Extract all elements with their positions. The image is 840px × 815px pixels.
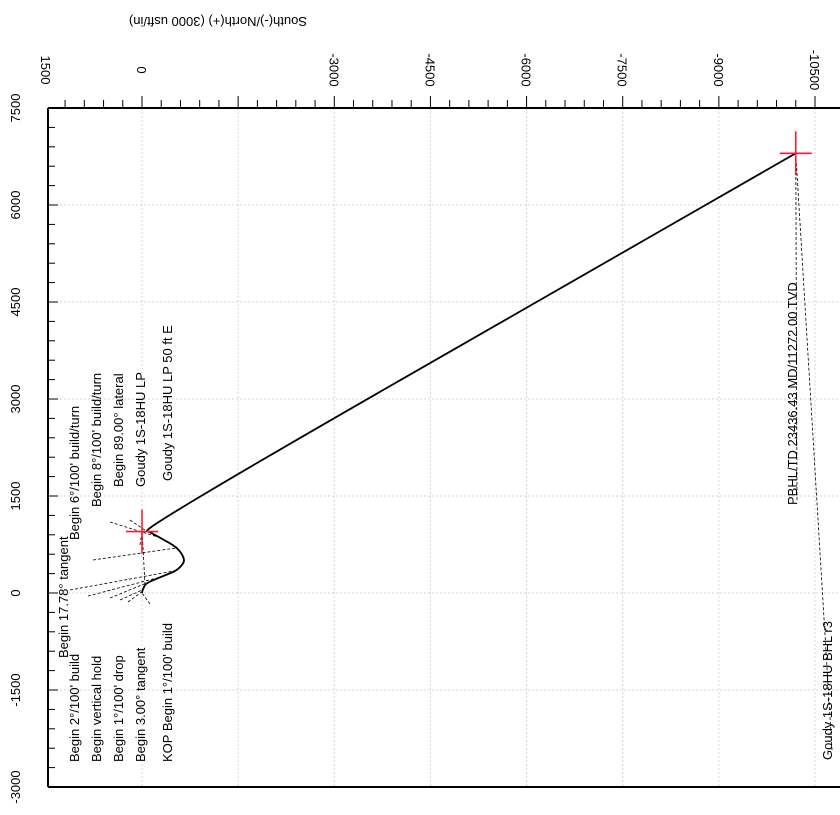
ns-tick-label: -7500 bbox=[615, 53, 630, 86]
annotation-leaders bbox=[69, 153, 833, 751]
annotation-label: PBHL/TD 23436.43 MD/11272.00 TVD bbox=[785, 282, 800, 505]
annotation-label: Goudy 1S-18HU LP 50 ft E bbox=[160, 325, 175, 481]
annotation-label: Begin 8°/100' build/turn bbox=[89, 373, 104, 507]
annotation-label: Begin 89.00° lateral bbox=[111, 373, 126, 487]
ns-tick-label: -9000 bbox=[711, 53, 726, 86]
annotation-label: Goudy 1S-18HU BHL r3 bbox=[820, 621, 835, 760]
ew-tick-label: 6000 bbox=[8, 191, 23, 220]
well-path-line bbox=[141, 152, 797, 594]
annotation-label: KOP Begin 1°/100' build bbox=[160, 623, 175, 762]
target-cross bbox=[126, 509, 158, 554]
annotation-label: Begin 1°/100' drop bbox=[111, 655, 126, 762]
ew-tick-label: 0 bbox=[8, 589, 23, 596]
grid-lines bbox=[48, 108, 840, 787]
ns-tick-label: 0 bbox=[134, 66, 149, 73]
ew-tick-label: 7500 bbox=[8, 94, 23, 123]
north-south-tick-labels: 0 1500 -3000 -4500 -6000 -7500 -9000 -10500 bbox=[38, 50, 822, 90]
annotation-leader bbox=[141, 592, 151, 605]
annotation-leader bbox=[119, 589, 143, 601]
ns-tick-label: -4500 bbox=[422, 53, 437, 86]
annotation-label: Begin 17.78° tangent bbox=[56, 536, 71, 658]
target-cross bbox=[779, 131, 812, 176]
annotation-label: Begin vertical hold bbox=[89, 656, 104, 762]
annotation-leader bbox=[92, 547, 178, 561]
annotation-leader bbox=[69, 569, 178, 591]
ew-tick-label: 1500 bbox=[8, 482, 23, 511]
ew-tick-label: -3000 bbox=[8, 770, 23, 803]
well-path-series bbox=[141, 152, 797, 594]
annotation-leader bbox=[795, 153, 798, 501]
east-west-tick-labels: 7500 6000 4500 3000 1500 0 -1500 -3000 bbox=[8, 94, 23, 804]
ew-tick-label: 4500 bbox=[8, 288, 23, 317]
ns-tick-label: -10500 bbox=[807, 50, 822, 90]
annotation-label: Goudy 1S-18HU LP bbox=[133, 372, 148, 487]
annotation-leader bbox=[127, 591, 143, 603]
annotation-label: Begin 6°/100' build/turn bbox=[67, 406, 82, 540]
annotation-label: Begin 3.00° tangent bbox=[133, 647, 148, 762]
ns-tick-label: -3000 bbox=[326, 53, 341, 86]
axis-ticks bbox=[48, 96, 816, 788]
target-markers bbox=[126, 131, 812, 554]
annotation-leader bbox=[109, 582, 146, 599]
annotation-leader bbox=[87, 576, 162, 597]
ns-tick-label: 1500 bbox=[38, 56, 53, 85]
ew-tick-label: 3000 bbox=[8, 385, 23, 414]
ns-tick-label: -6000 bbox=[519, 53, 534, 86]
annotation-leader bbox=[109, 521, 162, 539]
annotation-leader bbox=[129, 519, 148, 532]
ns-axis-title: South(-)/North(+) (3000 usft/in) bbox=[129, 14, 307, 29]
annotation-label: Begin 2°/100' build bbox=[67, 654, 82, 762]
ew-tick-label: -1500 bbox=[8, 673, 23, 706]
